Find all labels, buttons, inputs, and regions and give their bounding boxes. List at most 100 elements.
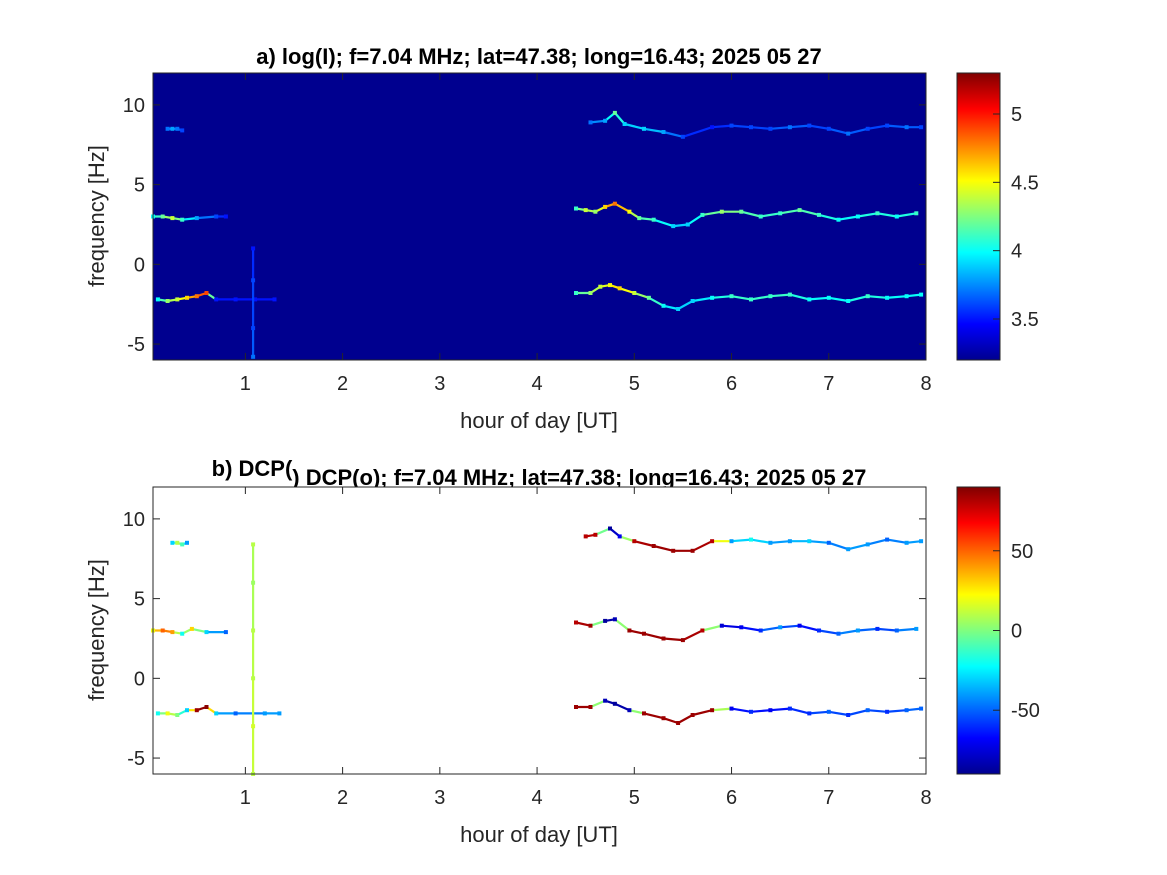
- x-tick-label: 2: [337, 787, 348, 809]
- data-point: [807, 297, 812, 302]
- trace-1-segment: [885, 538, 908, 544]
- panel-a-title: a) log(I); f=7.04 MHz; lat=47.38; long=1…: [256, 44, 822, 69]
- data-point: [797, 623, 802, 628]
- trace-3-segment: [589, 699, 607, 709]
- data-point: [627, 708, 632, 713]
- data-point: [180, 217, 185, 222]
- data-point: [175, 540, 180, 545]
- trace-1-segment: [749, 538, 772, 544]
- data-point: [194, 294, 199, 299]
- trace-1-segment: [749, 126, 772, 130]
- trace-3-segment: [866, 295, 889, 299]
- data-point: [612, 701, 617, 706]
- data-point: [894, 214, 899, 219]
- data-point: [637, 216, 642, 221]
- trace-2-segment: [856, 627, 879, 632]
- trace-2-segment: [798, 624, 821, 632]
- trace-1-segment: [691, 540, 714, 552]
- trace-3-segment: [769, 707, 792, 712]
- data-point: [627, 628, 632, 633]
- data-point: [690, 713, 695, 717]
- panel-b-plot-area: [153, 487, 926, 774]
- data-point: [710, 539, 715, 544]
- data-point: [768, 708, 773, 713]
- trace-3-segment: [691, 296, 714, 303]
- data-point: [671, 224, 676, 229]
- data-point: [904, 708, 909, 713]
- data-point: [807, 539, 812, 544]
- trace-1-segment: [827, 541, 850, 551]
- colorbar-tick-label: 5: [1011, 104, 1022, 126]
- data-point: [189, 626, 194, 631]
- data-point: [251, 676, 256, 681]
- data-point: [787, 706, 792, 711]
- data-point: [612, 617, 617, 622]
- trace-3-segment: [885, 295, 908, 299]
- data-point: [617, 534, 622, 539]
- trace-1-segment: [618, 535, 636, 543]
- data-point: [642, 126, 646, 131]
- data-point: [651, 544, 656, 548]
- panel-a: a) log(I); f=7.04 MHz; lat=47.38; long=1…: [84, 44, 1039, 433]
- trace-3-segment: [905, 707, 923, 712]
- data-point: [170, 630, 175, 635]
- x-tick-label: 4: [532, 373, 543, 395]
- data-point: [204, 630, 209, 635]
- data-point: [588, 291, 593, 295]
- data-point: [826, 126, 831, 131]
- data-point: [729, 706, 734, 711]
- data-point: [836, 217, 841, 222]
- trace-2-segment: [638, 217, 655, 221]
- data-point: [914, 626, 919, 631]
- trace-3-segment: [710, 707, 733, 712]
- data-point: [797, 208, 802, 213]
- trace-2-segment: [759, 626, 782, 632]
- data-point: [680, 134, 685, 139]
- trace-1-segment: [681, 126, 714, 138]
- x-tick-label: 3: [434, 373, 445, 395]
- y-tick-label: 10: [123, 95, 145, 117]
- x-tick-label: 7: [823, 787, 834, 809]
- data-point: [175, 713, 180, 717]
- trace-3-segment: [618, 287, 636, 295]
- data-point: [588, 120, 593, 125]
- trace-2-segment: [190, 627, 208, 634]
- data-point: [180, 631, 185, 636]
- y-tick-label: 0: [134, 668, 145, 690]
- data-point: [612, 110, 617, 115]
- data-point: [739, 625, 744, 630]
- trace-2-segment: [856, 212, 879, 218]
- trace-3-segment: [749, 295, 772, 301]
- trace-2-segment: [759, 212, 782, 218]
- panel-a-y-ticks: 10 5 0 -5: [123, 95, 926, 356]
- trace-1-segment: [769, 540, 792, 544]
- data-point: [855, 628, 860, 633]
- data-point: [632, 539, 637, 544]
- data-point: [919, 706, 924, 711]
- trace-2-segment: [181, 217, 198, 221]
- data-point: [185, 540, 189, 545]
- trace-3-segment: [808, 710, 830, 715]
- data-point: [583, 208, 588, 213]
- data-point: [700, 212, 705, 217]
- data-point: [642, 631, 646, 636]
- data-point: [778, 625, 783, 630]
- trace-2-segment: [837, 215, 860, 221]
- trace-3-segment: [676, 713, 694, 725]
- data-point: [885, 537, 890, 542]
- trace-3-segment: [866, 709, 889, 713]
- trace-1-segment: [730, 538, 753, 543]
- data-point: [778, 211, 783, 216]
- data-point: [885, 123, 890, 128]
- data-point: [272, 297, 277, 302]
- data-point: [223, 630, 228, 635]
- panel-b-axes-box: [152, 486, 927, 775]
- data-point: [690, 299, 695, 303]
- data-point: [603, 618, 608, 623]
- trace-3-segment: [642, 712, 665, 720]
- data-point: [251, 326, 256, 331]
- panel-b-x-ticks: 1 2 3 4 5 6 7 8: [240, 487, 932, 809]
- trace-1-segment: [652, 544, 675, 552]
- data-point: [661, 716, 666, 721]
- trace-1-segment: [662, 130, 685, 138]
